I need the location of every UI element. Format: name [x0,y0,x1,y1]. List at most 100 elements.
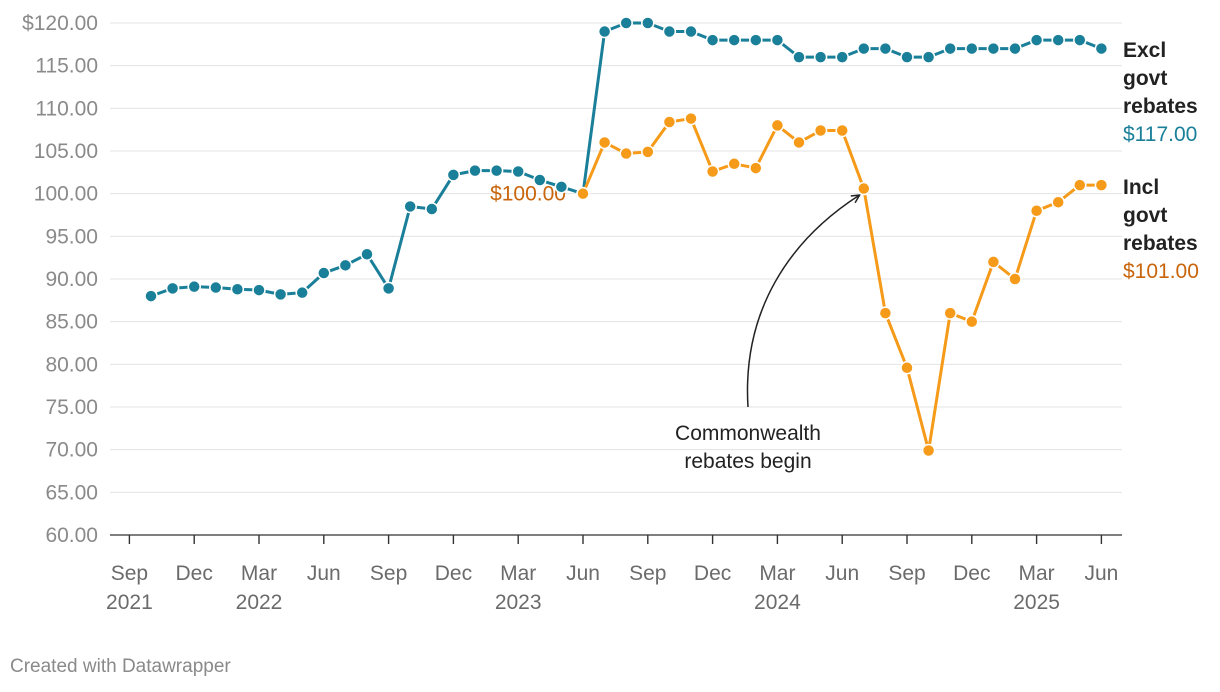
data-point [965,41,979,56]
series-incl-rebates [576,111,1109,458]
x-axis: Sep 2021 Dec Mar 2022 Jun Sep Dec Mar 2023 Jun Sep D… [106,535,1118,614]
data-point [1051,33,1065,47]
data-point [187,279,201,294]
data-point [943,306,957,320]
x-tick-label: Mar [759,562,795,585]
data-point [943,41,957,56]
y-tick-label: 80.00 [45,353,98,376]
data-point [662,24,677,39]
data-point [1029,203,1044,218]
y-tick-label: 105.00 [34,140,98,163]
x-tick-label: Mar [1019,562,1055,585]
data-point [813,123,828,138]
data-point [857,181,871,196]
data-point [900,50,914,64]
y-tick-label: 100.00 [34,183,98,206]
data-point [792,50,806,64]
y-tick-label: 65.00 [45,481,98,504]
data-point [1029,33,1044,47]
series-excl-rebates [144,16,1109,303]
data-point [705,33,720,47]
data-point [554,180,569,194]
x-tick-label: Jun [825,562,859,585]
series-name-label: rebates [1123,95,1198,118]
x-tick-label: Dec [694,562,731,585]
gridlines [110,22,1122,536]
data-point [317,266,331,280]
data-point [792,135,806,150]
y-tick-label: 115.00 [35,55,98,78]
data-point [597,24,612,39]
data-point [511,164,525,179]
data-point [619,146,633,161]
data-point [921,443,936,458]
data-point [360,247,374,262]
data-point [878,41,893,56]
data-point [835,123,849,138]
data-point [835,50,849,64]
x-tick-label: Sep [111,562,148,585]
annotation-arrow [746,196,858,408]
y-tick-label: 85.00 [45,311,98,334]
data-point [641,145,655,159]
annotation-text: rebates begin [684,450,811,473]
x-tick-label: Jun [1084,562,1118,585]
series-labels: Excl govt rebates $117.00 Incl govt rebates $10… [1123,39,1199,283]
series-line [581,117,1102,453]
data-point [727,157,741,171]
x-tick-label: Mar [241,562,277,585]
data-point [1073,33,1087,47]
data-point [381,281,396,296]
x-tick-label: Sep [370,562,407,585]
data-point [533,173,547,187]
series-name-label: Excl [1123,39,1166,62]
data-point [1094,178,1109,192]
data-point [1073,178,1087,192]
y-tick-label: 95.00 [45,225,98,248]
y-tick-label: 70.00 [45,439,98,462]
data-point [749,161,763,175]
y-tick-label: 90.00 [45,268,98,291]
data-point [684,111,698,126]
data-point [597,135,612,150]
series-end-value: $117.00 [1123,123,1197,146]
data-point [273,287,288,302]
data-point [813,50,828,64]
annotation-text: Commonwealth [675,422,821,445]
x-tick-year-label: 2023 [495,591,542,614]
data-point [705,164,720,179]
data-point [770,33,785,47]
data-point [425,202,439,216]
x-tick-label: Jun [566,562,600,585]
data-point [489,163,504,178]
x-tick-year-label: 2022 [236,591,283,614]
y-tick-label: 75.00 [45,396,98,419]
data-point [144,289,158,303]
annotation-layer: $100.00 Commonwealth rebates begin [490,183,859,473]
data-point [209,280,223,295]
start-value-label: $100.00 [490,183,566,206]
data-point [619,16,633,30]
x-tick-year-label: 2025 [1013,591,1060,614]
data-point [878,306,893,320]
data-point [641,16,655,30]
data-point [921,50,936,64]
series-name-label: Incl [1123,176,1159,199]
data-point [576,186,590,201]
data-point [965,314,979,329]
data-point [230,282,245,296]
data-point [468,163,482,178]
series-name-label: rebates [1123,232,1198,255]
x-tick-label: Jun [307,562,341,585]
y-tick-label: $120.00 [22,12,98,35]
x-tick-label: Sep [888,562,925,585]
y-axis: $120.00 115.00 110.00 105.00 100.00 95.00 90.0… [22,12,98,547]
credit-text: Created with Datawrapper [10,656,231,677]
data-point [986,41,1001,56]
series-layer [144,16,1109,458]
data-point [770,118,785,133]
x-tick-label: Dec [176,562,213,585]
data-point [252,283,266,297]
series-name-label: govt [1123,67,1167,90]
y-tick-label: 110.00 [35,97,98,120]
